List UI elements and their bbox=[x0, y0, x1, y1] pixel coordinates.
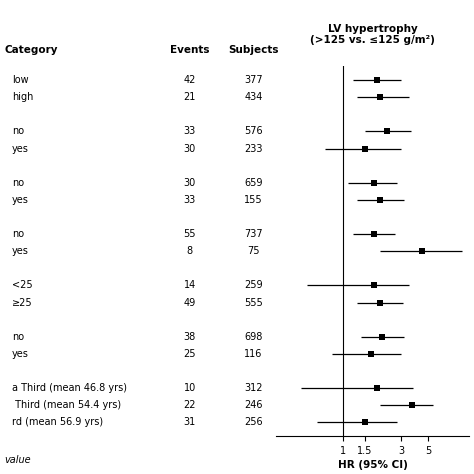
Text: 155: 155 bbox=[244, 195, 263, 205]
Text: 14: 14 bbox=[183, 281, 196, 291]
Text: 256: 256 bbox=[244, 418, 263, 428]
Text: no: no bbox=[12, 127, 24, 137]
Text: yes: yes bbox=[12, 144, 29, 154]
Text: LV hypertrophy
(>125 vs. ≤125 g/m²): LV hypertrophy (>125 vs. ≤125 g/m²) bbox=[310, 24, 435, 46]
Text: yes: yes bbox=[12, 195, 29, 205]
Text: value: value bbox=[5, 455, 31, 465]
Text: yes: yes bbox=[12, 246, 29, 256]
Text: high: high bbox=[12, 92, 33, 102]
Text: 555: 555 bbox=[244, 298, 263, 308]
Text: 576: 576 bbox=[244, 127, 263, 137]
Text: 75: 75 bbox=[247, 246, 260, 256]
Text: yes: yes bbox=[12, 349, 29, 359]
Text: 377: 377 bbox=[244, 75, 263, 85]
Text: 49: 49 bbox=[183, 298, 196, 308]
Text: 10: 10 bbox=[183, 383, 196, 393]
Text: 30: 30 bbox=[183, 178, 196, 188]
Text: Category: Category bbox=[5, 45, 58, 55]
Text: low: low bbox=[12, 75, 28, 85]
Text: a Third (mean 46.8 yrs): a Third (mean 46.8 yrs) bbox=[12, 383, 127, 393]
Text: 737: 737 bbox=[244, 229, 263, 239]
Text: Third (mean 54.4 yrs): Third (mean 54.4 yrs) bbox=[12, 400, 121, 410]
Text: 246: 246 bbox=[244, 400, 263, 410]
Text: 21: 21 bbox=[183, 92, 196, 102]
Text: Events: Events bbox=[170, 45, 210, 55]
Text: 30: 30 bbox=[183, 144, 196, 154]
Text: <25: <25 bbox=[12, 281, 33, 291]
Text: 259: 259 bbox=[244, 281, 263, 291]
Text: 22: 22 bbox=[183, 400, 196, 410]
Text: 8: 8 bbox=[187, 246, 192, 256]
Text: 55: 55 bbox=[183, 229, 196, 239]
Text: 698: 698 bbox=[245, 332, 263, 342]
Text: no: no bbox=[12, 229, 24, 239]
Text: 312: 312 bbox=[244, 383, 263, 393]
Text: no: no bbox=[12, 178, 24, 188]
Text: 33: 33 bbox=[183, 127, 196, 137]
Text: 434: 434 bbox=[245, 92, 263, 102]
Text: 116: 116 bbox=[245, 349, 263, 359]
Text: Subjects: Subjects bbox=[228, 45, 279, 55]
Text: 38: 38 bbox=[183, 332, 196, 342]
Text: rd (mean 56.9 yrs): rd (mean 56.9 yrs) bbox=[12, 418, 103, 428]
Text: 659: 659 bbox=[244, 178, 263, 188]
Text: 33: 33 bbox=[183, 195, 196, 205]
X-axis label: HR (95% CI): HR (95% CI) bbox=[338, 460, 408, 470]
Text: 233: 233 bbox=[244, 144, 263, 154]
Text: no: no bbox=[12, 332, 24, 342]
Text: 42: 42 bbox=[183, 75, 196, 85]
Text: 25: 25 bbox=[183, 349, 196, 359]
Text: ≥25: ≥25 bbox=[12, 298, 33, 308]
Text: 31: 31 bbox=[183, 418, 196, 428]
